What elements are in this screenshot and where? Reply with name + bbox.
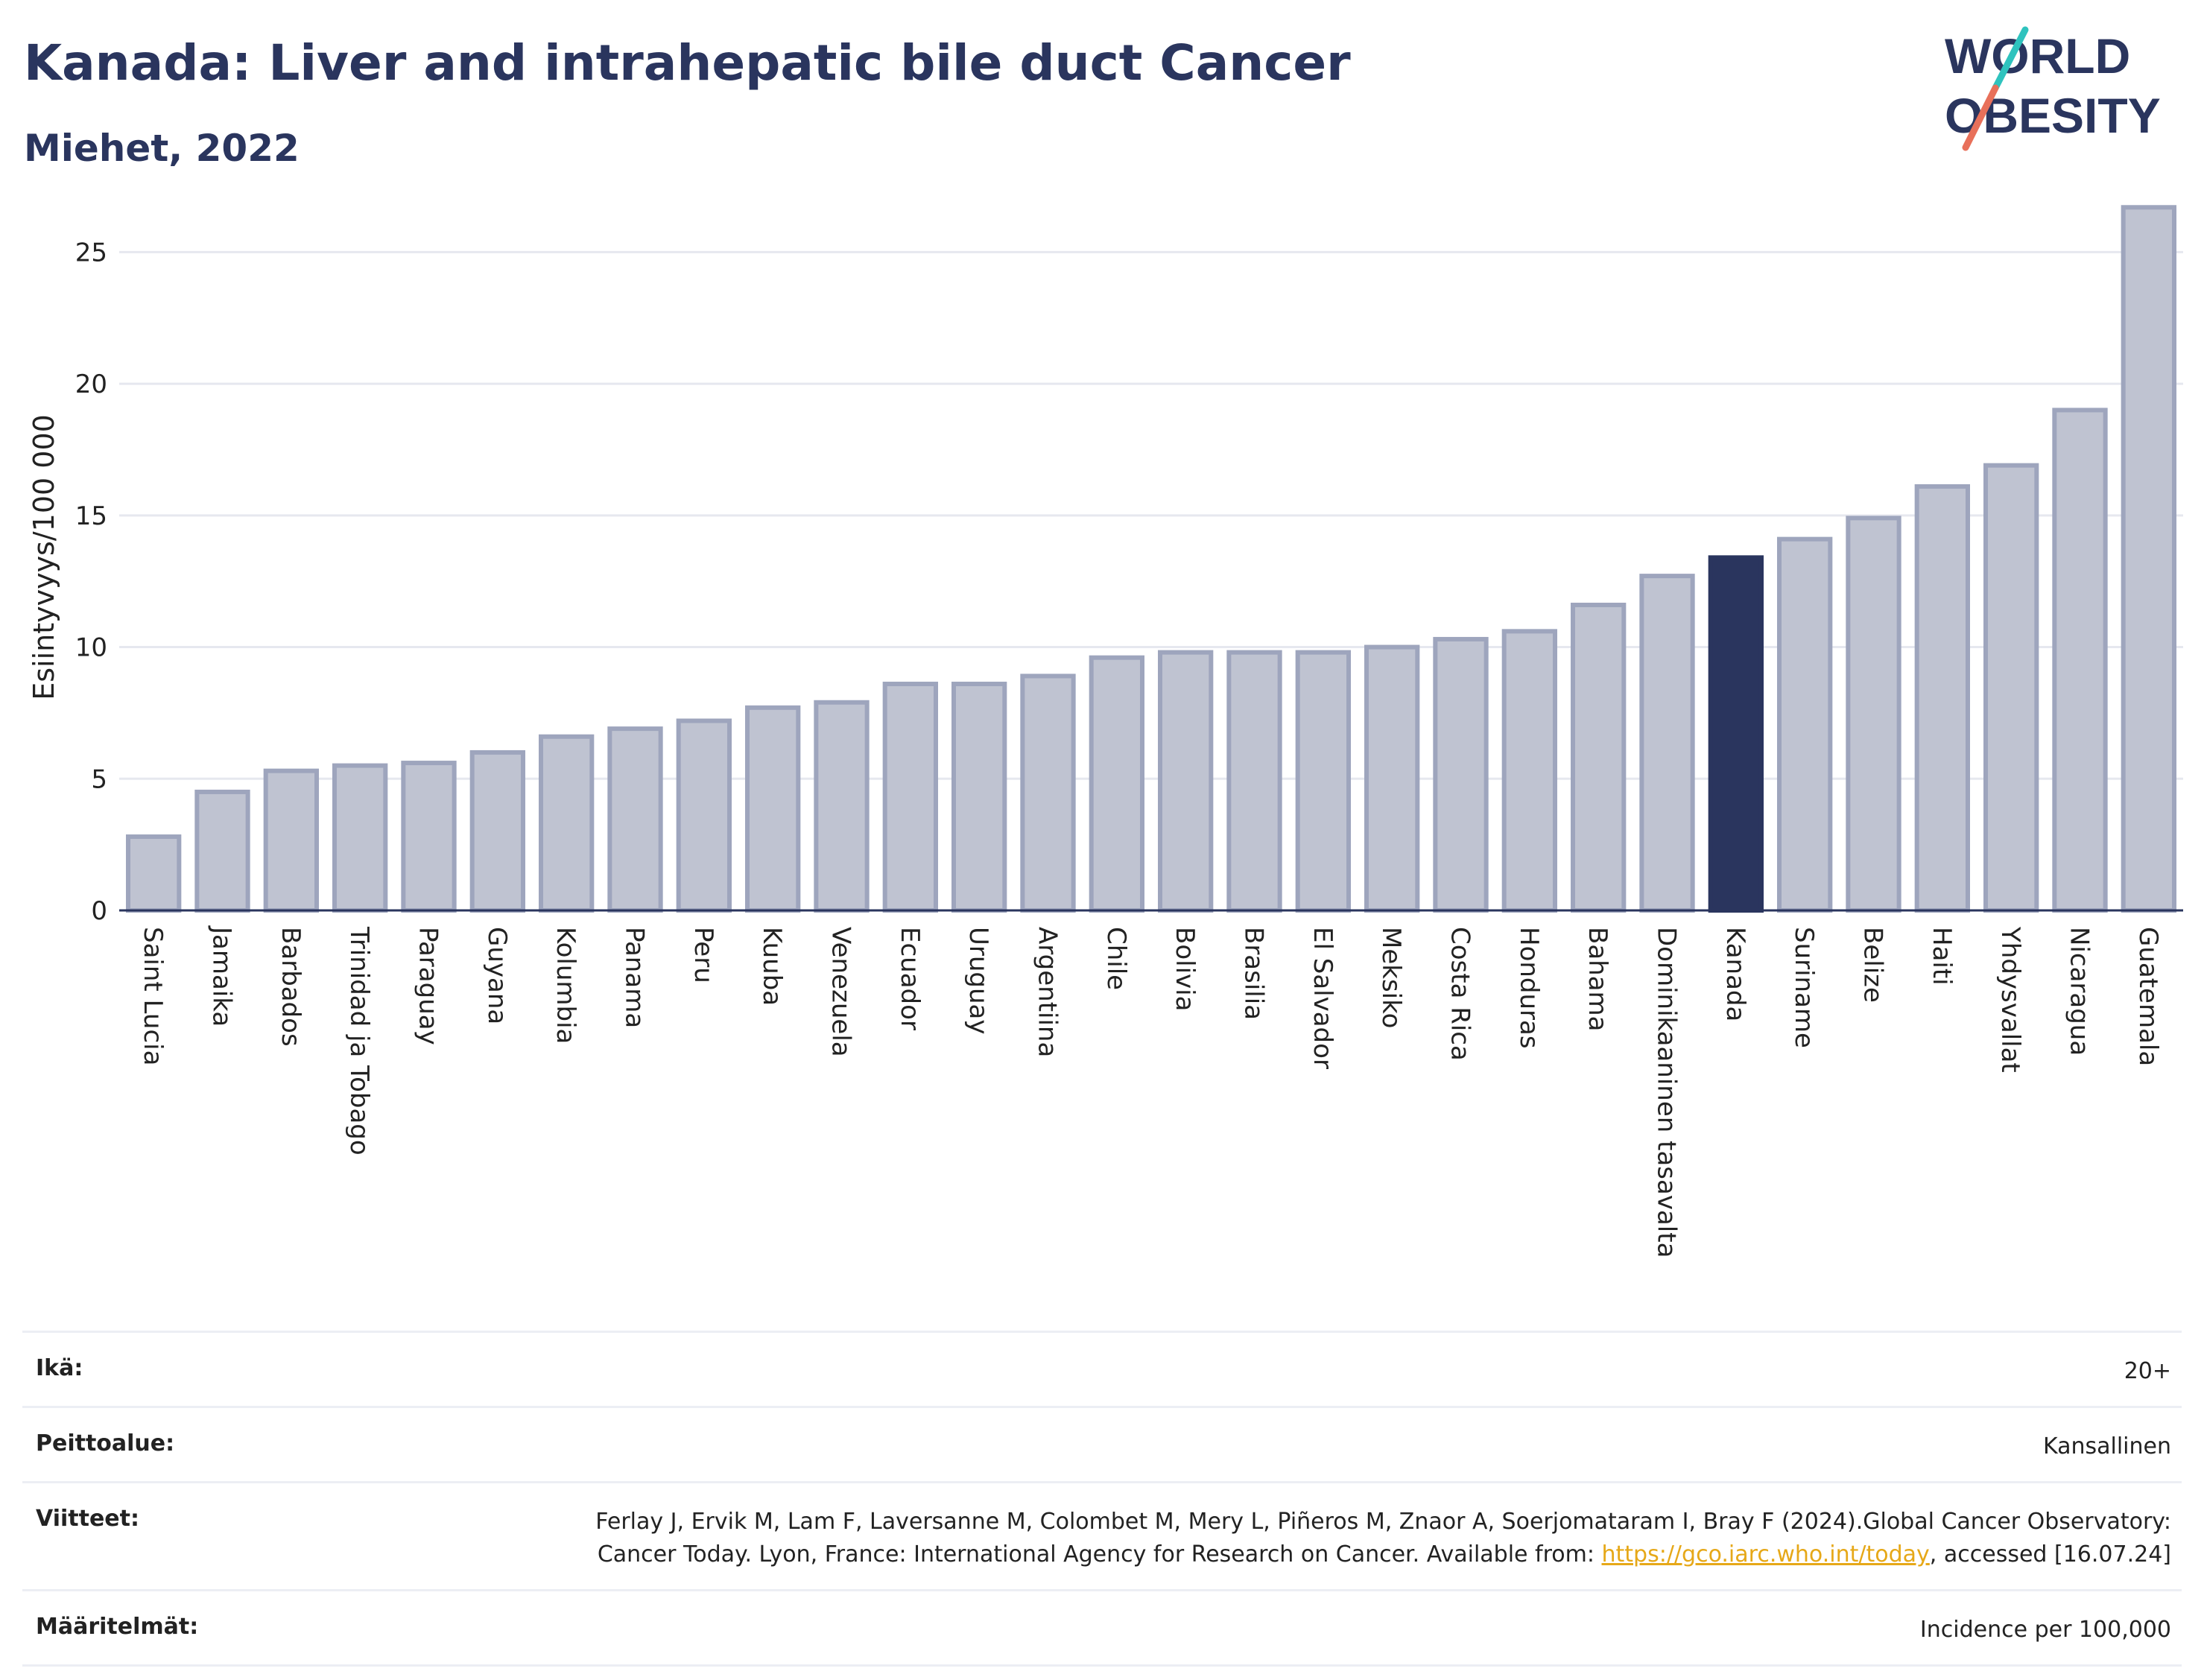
y-tick-label: 15 — [75, 501, 107, 531]
bar-kanada — [1708, 555, 1764, 913]
y-tick-label: 0 — [91, 896, 107, 926]
x-tick-label: Bahama — [1583, 927, 1612, 1032]
x-tick-label: Costa Rica — [1445, 927, 1475, 1061]
x-tick-label: Belize — [1858, 927, 1888, 1003]
bar-chile — [1089, 655, 1144, 913]
logo-slash-teal — [1992, 26, 2029, 92]
bar-honduras — [1501, 629, 1557, 913]
x-tick-label: Uruguay — [963, 927, 993, 1035]
x-tick-label: Kuuba — [757, 927, 787, 1006]
references-label: Viitteet: — [36, 1506, 139, 1532]
x-tick-label: Kanada — [1720, 927, 1750, 1021]
x-tick-label: Trinidad ja Tobago — [344, 926, 374, 1156]
logo-slash-coral — [1962, 84, 1999, 151]
x-tick-label: Brasilia — [1239, 927, 1269, 1020]
x-tick-label: Nicaragua — [2065, 927, 2094, 1056]
x-tick-label: Paraguay — [414, 927, 443, 1045]
bar-peru — [676, 718, 732, 913]
chart-title: Kanada: Liver and intrahepatic bile duct… — [24, 34, 1351, 92]
x-tick-label: Chile — [1101, 927, 1131, 990]
bar-belize — [1846, 516, 1901, 913]
y-tick-label: 10 — [75, 633, 107, 663]
x-tick-label: Dominikaaninen tasavalta — [1652, 927, 1682, 1258]
logo-line1: WORLD — [1945, 28, 2130, 83]
references-text-1: Ferlay J, Ervik M, Lam F, Laversanne M, … — [595, 1509, 2171, 1568]
bar-meksiko — [1364, 644, 1420, 913]
bar-barbados — [263, 768, 319, 913]
references-link[interactable]: https://gco.iarc.who.int/today — [1601, 1541, 1930, 1568]
bar-panama — [607, 726, 663, 913]
x-tick-label: Guyana — [482, 927, 512, 1024]
x-tick-label: Haiti — [1927, 927, 1957, 986]
bar-uruguay — [951, 682, 1007, 913]
x-tick-label: Kolumbia — [551, 927, 580, 1044]
x-tick-label: Ecuador — [895, 927, 925, 1030]
x-tick-label: El Salvador — [1308, 927, 1337, 1069]
age-label: Ikä: — [36, 1355, 83, 1381]
bar-ecuador — [882, 682, 938, 913]
x-tick-label: Bolivia — [1170, 927, 1200, 1011]
coverage-value: Kansallinen — [2042, 1433, 2171, 1459]
gridlines — [119, 250, 2183, 780]
metadata-table: Ikä: 20+ Peittoalue: Kansallinen Viittee… — [22, 1331, 2182, 1667]
bar-guatemala — [2121, 205, 2176, 913]
bar-guyana — [469, 749, 525, 913]
meta-row-coverage: Peittoalue: Kansallinen — [22, 1408, 2182, 1483]
bar-trinidad-ja-tobago — [332, 763, 388, 913]
x-tick-label: Panama — [620, 927, 650, 1028]
x-tick-label: Meksiko — [1376, 927, 1406, 1028]
bar-dominikaaninen-tasavalta — [1639, 574, 1695, 913]
chart-subtitle: Miehet, 2022 — [24, 127, 300, 170]
bar-kuuba — [745, 705, 801, 913]
x-tick-label: Barbados — [276, 927, 305, 1047]
bar-venezuela — [814, 700, 870, 913]
x-tick-label: Suriname — [1789, 927, 1819, 1048]
bar-kolumbia — [539, 734, 595, 913]
x-tick-label: Yhdysvallat — [1995, 926, 2025, 1073]
meta-row-definitions: Määritelmät: Incidence per 100,000 — [22, 1591, 2182, 1667]
bar-saint-lucia — [126, 834, 182, 913]
bar-argentiina — [1020, 673, 1076, 913]
x-tick-label: Argentiina — [1033, 927, 1063, 1057]
definitions-value: Incidence per 100,000 — [1919, 1617, 2171, 1643]
age-value: 20+ — [2124, 1358, 2171, 1384]
coverage-label: Peittoalue: — [36, 1430, 175, 1456]
bar-haiti — [1914, 484, 1970, 913]
bar-paraguay — [401, 761, 457, 913]
x-tick-label: Saint Lucia — [138, 927, 168, 1065]
bar-yhdysvallat — [1983, 463, 2039, 913]
bar-chart: 0 5 10 15 20 25 Saint Lucia Jamaika Barbados Trin… — [28, 205, 2183, 1258]
x-tick-label: Venezuela — [826, 927, 856, 1057]
bar-brasilia — [1226, 650, 1282, 913]
bar-nicaragua — [2052, 408, 2108, 913]
y-tick-label: 5 — [91, 764, 107, 794]
references-value: Ferlay J, Ervik M, Lam F, Laversanne M, … — [532, 1506, 2171, 1571]
x-tick-label: Jamaika — [207, 925, 237, 1027]
bar-costa-rica — [1433, 636, 1489, 913]
y-tick-label: 20 — [75, 370, 107, 399]
bar-jamaika — [194, 789, 250, 913]
y-axis-label: Esiintyvyys/100 000 — [28, 414, 60, 700]
meta-row-references: Viitteet: Ferlay J, Ervik M, Lam F, Lave… — [22, 1483, 2182, 1591]
bar-bolivia — [1158, 650, 1214, 913]
y-tick-label: 25 — [75, 238, 107, 267]
definitions-label: Määritelmät: — [36, 1614, 199, 1640]
world-obesity-logo: WORLD OBESITY — [1945, 26, 2161, 151]
bars — [126, 205, 2176, 913]
meta-row-age: Ikä: 20+ — [22, 1333, 2182, 1408]
bar-el-salvador — [1295, 650, 1351, 913]
bar-bahama — [1571, 602, 1627, 913]
bar-suriname — [1777, 536, 1833, 913]
x-tick-label: Honduras — [1514, 927, 1544, 1049]
x-tick-label: Peru — [688, 927, 718, 983]
x-tick-label: Guatemala — [2133, 927, 2163, 1066]
references-text-2: , accessed [16.07.24] — [1929, 1541, 2171, 1568]
axes: 0 5 10 15 20 25 Saint Lucia Jamaika Barbados Trin… — [75, 238, 2183, 1258]
